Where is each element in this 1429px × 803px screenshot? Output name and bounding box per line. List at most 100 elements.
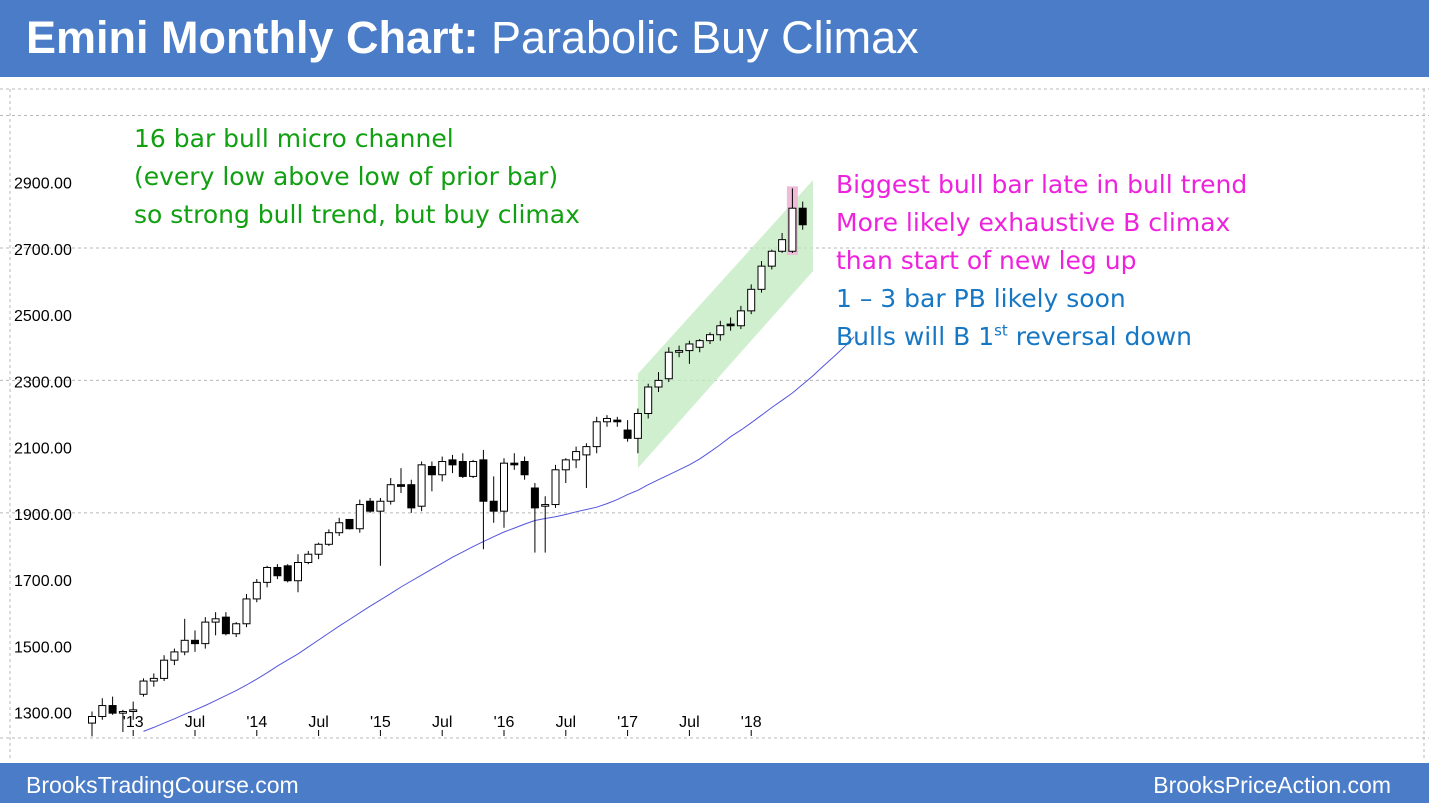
candle-body bbox=[479, 459, 488, 502]
annotation-blue-line-1: 1 – 3 bar PB likely soon bbox=[836, 284, 1126, 313]
chart-gridlines bbox=[0, 88, 1429, 758]
candle-body bbox=[324, 532, 333, 545]
y-tick-label: 2900.00 bbox=[14, 176, 72, 193]
buy-climax-annotation: Biggest bull bar late in bull trend More… bbox=[836, 166, 1247, 280]
annotation-green-line-1: 16 bar bull micro channel bbox=[134, 124, 454, 153]
micro-channel-annotation: 16 bar bull micro channel (every low abo… bbox=[134, 120, 580, 234]
candle-body bbox=[397, 484, 405, 487]
x-tick-label: '13 bbox=[123, 714, 144, 731]
candle-body bbox=[530, 487, 539, 509]
candle bbox=[664, 347, 673, 383]
price-chart: 1300.00 1500.00 1700.00 1900.00 2100.00 2300.… bbox=[0, 88, 1429, 758]
candle-body bbox=[304, 553, 313, 564]
y-tick-label: 1300.00 bbox=[14, 706, 72, 723]
candle-body bbox=[118, 711, 127, 714]
candle bbox=[479, 449, 488, 550]
footer-right-link[interactable]: BrooksPriceAction.com bbox=[1153, 772, 1391, 798]
candle bbox=[201, 617, 210, 649]
candle-body bbox=[376, 500, 385, 512]
candle-body bbox=[510, 462, 519, 466]
candle bbox=[273, 564, 282, 580]
footer-left-link[interactable]: BrooksTradingCourse.com bbox=[26, 772, 299, 798]
candle-body bbox=[664, 351, 673, 380]
candle-body bbox=[633, 413, 642, 439]
candle-body bbox=[500, 462, 508, 512]
candle bbox=[335, 517, 344, 537]
page-title: Emini Monthly Chart: Parabolic Buy Clima… bbox=[26, 9, 919, 67]
candle-body bbox=[469, 461, 478, 477]
candle-body bbox=[757, 265, 766, 290]
candle-body bbox=[88, 715, 96, 724]
candle-body bbox=[572, 451, 581, 461]
candle-body bbox=[654, 379, 663, 388]
candle-body bbox=[778, 239, 787, 252]
candle bbox=[685, 340, 694, 364]
title-bar: Emini Monthly Chart: Parabolic Buy Clima… bbox=[0, 0, 1429, 77]
bull-micro-channel bbox=[637, 180, 813, 469]
x-tick-label: Jul bbox=[185, 714, 205, 731]
candle bbox=[530, 483, 539, 553]
candle-body bbox=[283, 565, 292, 582]
x-tick-label: '16 bbox=[494, 714, 515, 731]
annotation-green-line-3: so strong bull trend, but buy climax bbox=[134, 200, 580, 229]
candle bbox=[458, 453, 467, 479]
candle bbox=[345, 518, 354, 530]
candle-body bbox=[726, 323, 735, 327]
candle-body bbox=[417, 464, 426, 507]
candle-body bbox=[242, 598, 251, 625]
candle-body bbox=[355, 504, 364, 530]
candle-body bbox=[541, 504, 550, 507]
candle bbox=[304, 550, 313, 565]
y-tick-label: 1500.00 bbox=[14, 639, 72, 656]
candle bbox=[108, 696, 117, 715]
annotation-magenta-line-2: More likely exhaustive B climax bbox=[836, 208, 1231, 237]
candle bbox=[88, 711, 96, 737]
title-bold: Emini Monthly Chart: bbox=[26, 12, 479, 63]
candle-body bbox=[160, 659, 169, 679]
annotation-magenta-line-1: Biggest bull bar late in bull trend bbox=[836, 170, 1248, 199]
candle-body bbox=[221, 616, 230, 635]
pullback-annotation: 1 – 3 bar PB likely soon Bulls will B 1s… bbox=[836, 280, 1192, 356]
candle bbox=[798, 201, 807, 230]
candle bbox=[427, 461, 436, 492]
candle-body bbox=[582, 446, 591, 456]
candle bbox=[263, 565, 272, 588]
candle bbox=[366, 497, 375, 513]
candle-body bbox=[314, 543, 323, 555]
candle-body bbox=[386, 484, 395, 502]
candle bbox=[294, 554, 302, 593]
candle bbox=[324, 529, 333, 546]
title-rest: Parabolic Buy Climax bbox=[478, 12, 919, 63]
candle-body bbox=[561, 459, 570, 471]
candle bbox=[695, 338, 704, 353]
candle bbox=[469, 459, 478, 479]
candle bbox=[242, 593, 251, 628]
x-tick-label: '17 bbox=[617, 714, 638, 731]
candle bbox=[613, 416, 622, 427]
candle-body bbox=[170, 651, 179, 661]
candle bbox=[98, 698, 107, 720]
candle bbox=[386, 478, 395, 505]
candle bbox=[654, 372, 663, 392]
candle-body bbox=[736, 310, 745, 327]
candle bbox=[644, 383, 653, 419]
candle bbox=[376, 497, 385, 566]
candle bbox=[149, 673, 158, 687]
candle-body bbox=[788, 207, 797, 252]
candle bbox=[572, 446, 581, 469]
chart-x-axis: '13 Jul '14 Jul '15 Jul '16 Jul '17 Jul '18 bbox=[123, 714, 762, 736]
candle bbox=[551, 464, 560, 508]
candle bbox=[726, 317, 735, 331]
chart-candles bbox=[88, 188, 807, 737]
candle-body bbox=[201, 621, 210, 645]
candle bbox=[129, 701, 138, 720]
candle-body bbox=[767, 250, 776, 267]
candle bbox=[623, 420, 632, 442]
candle bbox=[757, 261, 766, 293]
candle bbox=[675, 345, 684, 358]
candle-body bbox=[366, 500, 375, 512]
candle-body bbox=[211, 618, 220, 623]
candle bbox=[592, 416, 601, 454]
candle bbox=[139, 678, 148, 697]
annotation-blue-line-2-pre: Bulls will B 1 bbox=[836, 322, 995, 351]
